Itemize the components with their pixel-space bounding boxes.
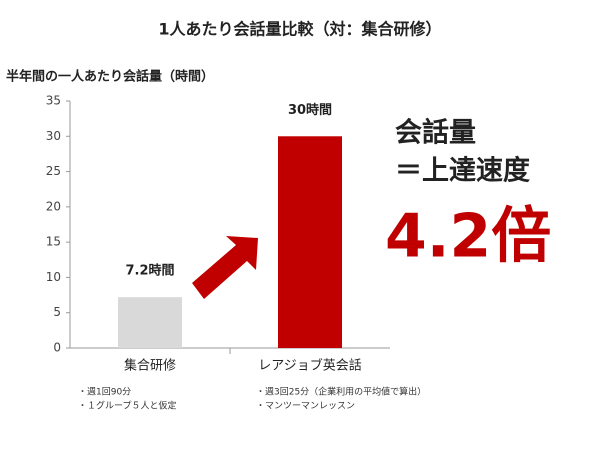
annotation: 4.2倍 <box>385 202 551 272</box>
y-tick-label: 0 <box>53 341 61 355</box>
annotation: 会話量 <box>395 117 476 149</box>
y-tick-label: 20 <box>46 199 61 213</box>
x-tick-label: 集合研修 <box>124 358 176 374</box>
note: ・マンツーマンレッスン <box>256 402 355 412</box>
data-label: 7.2時間 <box>125 263 174 279</box>
y-tick-label: 25 <box>46 164 61 178</box>
x-tick-label: レアジョブ英会話 <box>258 358 361 374</box>
y-tick-label: 35 <box>46 94 61 108</box>
chart-title: 1人あたり会話量比較（対：集合研修） <box>158 20 441 39</box>
data-label: 30時間 <box>288 102 332 118</box>
y-tick-label: 30 <box>46 129 61 143</box>
arrow <box>192 236 258 299</box>
y-axis-label: 半年間の一人あたり会話量（時間） <box>6 69 214 85</box>
annotation: ＝上達速度 <box>395 155 530 187</box>
y-tick-label: 10 <box>46 270 61 284</box>
note: ・週3回25分（企業利用の平均値で算出） <box>256 386 426 398</box>
bar <box>118 297 182 348</box>
note: ・１グループ５人と仮定 <box>78 400 176 412</box>
y-tick-label: 15 <box>46 235 61 249</box>
note: ・週1回90分 <box>78 387 131 398</box>
y-tick-label: 5 <box>53 305 61 319</box>
bar <box>278 136 342 348</box>
